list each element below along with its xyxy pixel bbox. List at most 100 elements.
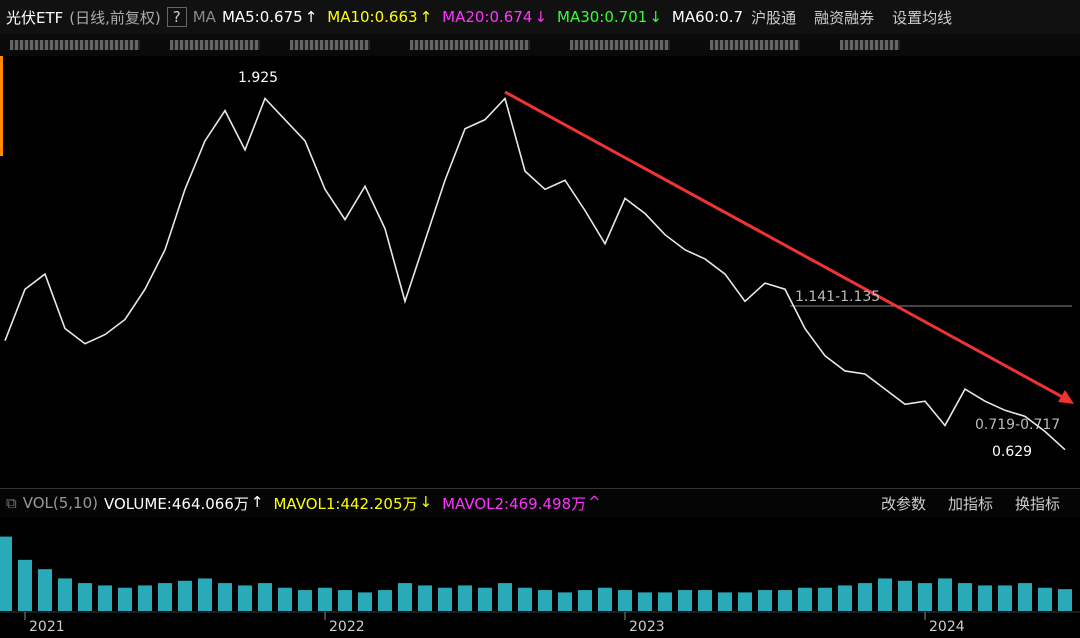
volume-header: ⧉ VOL(5,10) VOLUME:464.066万 ↑ MAVOL1:442.2… <box>0 488 1080 517</box>
volume-bar <box>598 587 612 611</box>
volume-bar <box>38 569 52 611</box>
item-arrow: ↓ <box>534 8 548 26</box>
ma-items: MA5:0.675 ↑ MA10:0.663 ↑ MA20:0.674 ↓ MA30:0.7… <box>222 8 745 26</box>
period: (日线,前复权) <box>69 8 161 27</box>
help-button[interactable]: ? <box>166 7 187 27</box>
masked-row <box>0 34 1080 56</box>
item-arrow: ↑ <box>419 8 433 26</box>
item-arrow: ↑ <box>250 492 264 511</box>
mask <box>410 40 530 50</box>
item-label: MA30:0.701 <box>557 8 648 26</box>
price-line <box>4 96 1066 451</box>
item-label: MAVOL2:469.498万 <box>442 494 587 513</box>
link[interactable]: 换指标 <box>1014 494 1060 513</box>
volume-bar <box>678 590 692 611</box>
volume-bar <box>758 590 772 611</box>
mask <box>840 40 900 50</box>
annotation: 0.629 <box>992 444 1032 460</box>
x-tick-label: 2024 <box>929 619 965 635</box>
volume-bar <box>1058 589 1072 611</box>
volume-bar <box>118 587 132 611</box>
x-tick-label: 2023 <box>629 619 665 635</box>
mask <box>290 40 370 50</box>
x-tick-label: 2022 <box>329 619 365 635</box>
item-label: MA60:0.7 <box>671 8 744 26</box>
arrow-head <box>1058 390 1074 404</box>
link[interactable]: 加指标 <box>947 494 993 513</box>
volume-bar <box>938 578 952 611</box>
volume-bar <box>0 536 12 611</box>
volume-bar <box>78 583 92 611</box>
annotation: 0.719-0.717 <box>975 417 1060 433</box>
annotation: 1.141-1.135 <box>795 289 880 305</box>
item-arrow: ↑ <box>304 8 318 26</box>
volume-bar <box>318 587 332 611</box>
volume-bar <box>838 585 852 611</box>
volume-links: 改参数 加指标 换指标 <box>881 493 1066 514</box>
volume-bar <box>158 583 172 611</box>
volume-bar <box>798 587 812 611</box>
ma-label: MA <box>192 8 216 26</box>
volume-bar <box>918 583 932 611</box>
mask <box>170 40 260 50</box>
volume-bar <box>858 583 872 611</box>
volume-bar <box>658 592 672 611</box>
item-label: MA5:0.675 <box>221 8 303 26</box>
annotation: 1.925 <box>238 70 278 86</box>
volume-bar <box>18 559 32 611</box>
trend-arrow <box>504 90 1069 402</box>
volume-bar <box>538 590 552 611</box>
item-label: MA20:0.674 <box>442 8 533 26</box>
volume-bar <box>398 583 412 611</box>
link[interactable]: 沪股通 <box>751 8 797 27</box>
volume-bar <box>578 590 592 611</box>
link[interactable]: 融资融券 <box>814 8 875 27</box>
volume-bar <box>198 578 212 611</box>
volume-bar <box>418 585 432 611</box>
volume-bar <box>718 592 732 611</box>
volume-bar <box>178 580 192 611</box>
volume-bar <box>358 592 372 611</box>
volume-bar <box>898 580 912 611</box>
volume-bar <box>258 583 272 611</box>
volume-bar <box>698 590 712 611</box>
collapse[interactable]: ⧉ <box>6 494 17 512</box>
link[interactable]: 改参数 <box>880 494 926 513</box>
header-links: 沪股通 融资融券 设置均线 <box>751 7 958 28</box>
volume-bar <box>778 590 792 611</box>
title: 光伏ETF <box>6 8 64 27</box>
volume-bar <box>1038 587 1052 611</box>
volume-bar <box>238 585 252 611</box>
volume-bar <box>978 585 992 611</box>
volume-bar <box>338 590 352 611</box>
volume-bar <box>738 592 752 611</box>
volume-bar <box>498 583 512 611</box>
item-label: MAVOL1:442.205万 <box>273 494 418 513</box>
volume-title: VOL(5,10) <box>22 494 98 512</box>
volume-bar <box>958 583 972 611</box>
header-bar: 光伏ETF (日线,前复权) ? MA MA5:0.675 ↑ MA10:0.663… <box>0 0 1080 34</box>
volume-bar <box>818 587 832 611</box>
volume-bar <box>558 592 572 611</box>
item-label: MA10:0.663 <box>327 8 418 26</box>
volume-bar <box>278 587 292 611</box>
volume-bar <box>98 585 112 611</box>
item-arrow: ↓ <box>419 492 433 511</box>
link[interactable]: 设置均线 <box>892 8 953 27</box>
item-arrow: ↓ <box>649 8 662 26</box>
item-label: VOLUME:464.066万 <box>103 494 249 513</box>
mask <box>10 40 140 50</box>
volume-items: VOLUME:464.066万 ↑ MAVOL1:442.205万 ↓ MAVOL2:4… <box>104 493 611 514</box>
volume-bar <box>998 585 1012 611</box>
volume-bar <box>138 585 152 611</box>
volume-bar <box>518 587 532 611</box>
volume-bar <box>218 583 232 611</box>
mask <box>710 40 800 50</box>
volume-bar <box>618 590 632 611</box>
x-tick-label: 2021 <box>29 619 65 635</box>
item-arrow: ^ <box>588 492 601 511</box>
volume-bar <box>878 578 892 611</box>
left-marker <box>0 56 3 156</box>
volume-bar <box>638 592 652 611</box>
